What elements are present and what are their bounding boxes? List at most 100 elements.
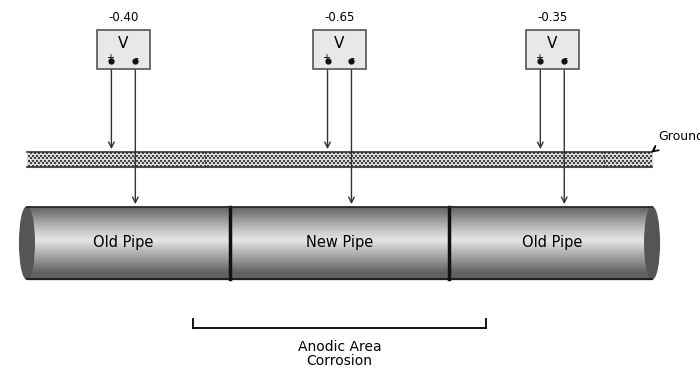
Point bbox=[576, 160, 587, 167]
Point bbox=[332, 160, 344, 167]
Point bbox=[75, 163, 86, 169]
Point bbox=[191, 163, 202, 169]
Point bbox=[532, 155, 543, 161]
Point bbox=[528, 150, 539, 156]
Point bbox=[135, 163, 146, 169]
Point bbox=[602, 152, 613, 159]
Point bbox=[398, 152, 409, 159]
Point bbox=[554, 158, 565, 164]
Point bbox=[430, 158, 442, 164]
Point bbox=[337, 155, 348, 161]
Point bbox=[640, 150, 651, 156]
Point bbox=[105, 160, 116, 167]
Point bbox=[428, 150, 440, 156]
Point bbox=[414, 163, 426, 169]
Point bbox=[141, 150, 152, 156]
Bar bbox=[27, 272, 652, 273]
Point bbox=[542, 163, 553, 169]
Point bbox=[262, 158, 274, 164]
Bar bbox=[27, 256, 652, 257]
Point bbox=[316, 155, 328, 161]
Point bbox=[245, 155, 256, 161]
Point bbox=[384, 160, 395, 167]
Point bbox=[173, 155, 184, 161]
Point bbox=[482, 152, 493, 159]
Point bbox=[502, 158, 513, 164]
Bar bbox=[27, 238, 652, 239]
Point bbox=[62, 150, 72, 156]
Point bbox=[251, 163, 262, 169]
Point bbox=[159, 152, 170, 159]
Point bbox=[60, 163, 71, 169]
Bar bbox=[27, 273, 652, 274]
Bar bbox=[27, 213, 652, 214]
Point bbox=[231, 152, 242, 159]
Point bbox=[55, 152, 66, 159]
Point bbox=[356, 160, 368, 167]
Bar bbox=[27, 238, 652, 239]
Point bbox=[175, 152, 186, 159]
Point bbox=[209, 150, 220, 156]
Point bbox=[494, 152, 505, 159]
Point bbox=[279, 163, 290, 169]
Point bbox=[169, 150, 180, 156]
Point bbox=[35, 158, 46, 164]
Point bbox=[211, 158, 222, 164]
Point bbox=[101, 150, 112, 156]
Point bbox=[220, 155, 232, 161]
Point bbox=[137, 155, 148, 161]
Point bbox=[234, 158, 246, 164]
Point bbox=[307, 152, 318, 159]
Bar bbox=[27, 230, 652, 231]
Point bbox=[578, 152, 589, 159]
Point bbox=[314, 152, 326, 159]
Point bbox=[490, 158, 501, 164]
Point bbox=[155, 163, 166, 169]
Point bbox=[111, 163, 122, 169]
Point bbox=[484, 160, 496, 167]
Point bbox=[514, 152, 525, 159]
Point bbox=[161, 155, 172, 161]
Point bbox=[328, 150, 339, 156]
Point bbox=[171, 158, 182, 164]
Point bbox=[223, 152, 234, 159]
Bar bbox=[27, 240, 652, 241]
Bar bbox=[27, 212, 652, 213]
FancyBboxPatch shape bbox=[97, 30, 150, 69]
Point bbox=[279, 152, 290, 159]
Point bbox=[267, 158, 278, 164]
Point bbox=[219, 152, 230, 159]
Point bbox=[81, 155, 92, 161]
Point bbox=[143, 163, 154, 169]
Point bbox=[626, 152, 637, 159]
Point bbox=[62, 160, 72, 167]
Point bbox=[600, 160, 611, 167]
Point bbox=[48, 152, 59, 159]
Point bbox=[302, 163, 314, 169]
Point bbox=[245, 150, 256, 156]
Point bbox=[325, 160, 336, 167]
Point bbox=[604, 160, 615, 167]
Point bbox=[219, 163, 230, 169]
Point bbox=[370, 158, 382, 164]
Bar bbox=[27, 248, 652, 249]
Point bbox=[419, 158, 430, 164]
Point bbox=[546, 152, 557, 159]
Point bbox=[380, 150, 391, 156]
Point bbox=[644, 150, 655, 156]
Point bbox=[203, 163, 214, 169]
Point bbox=[452, 160, 463, 167]
Point bbox=[309, 150, 320, 156]
Point bbox=[518, 158, 529, 164]
Point bbox=[402, 163, 414, 169]
Point bbox=[584, 155, 595, 161]
Point bbox=[564, 155, 575, 161]
Point bbox=[538, 163, 550, 169]
Point bbox=[185, 160, 196, 167]
Point bbox=[470, 152, 482, 159]
Point bbox=[95, 163, 106, 169]
Point bbox=[572, 160, 583, 167]
Point bbox=[93, 160, 104, 167]
Point bbox=[552, 160, 564, 167]
Point bbox=[448, 160, 459, 167]
